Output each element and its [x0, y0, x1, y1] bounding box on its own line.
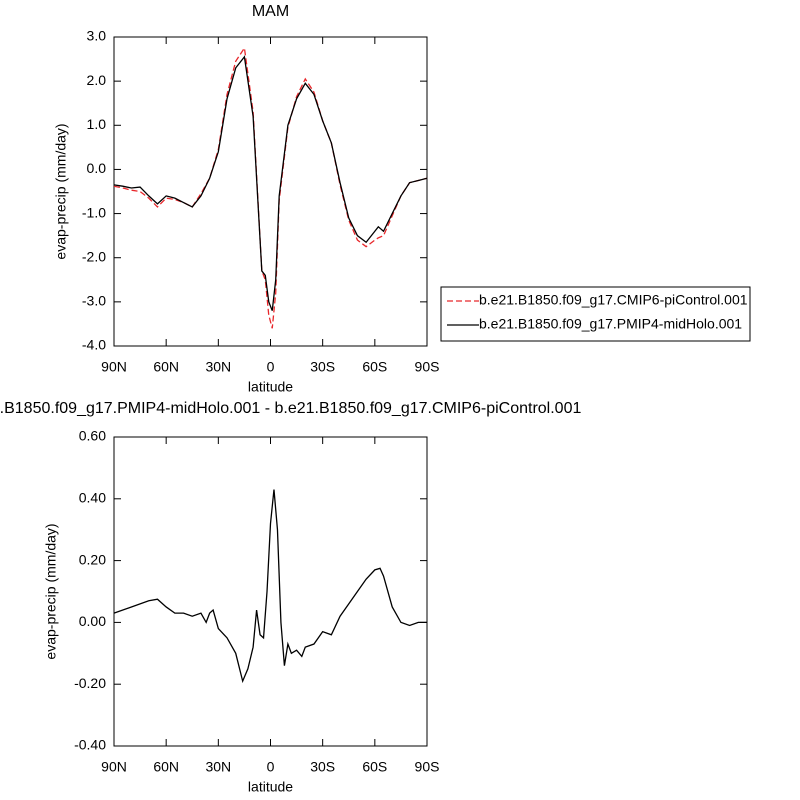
- y-tick-label: 0.40: [79, 490, 106, 506]
- x-tick-label: 30S: [310, 759, 335, 775]
- y-axis-label: evap-precip (mm/day): [53, 123, 69, 259]
- x-axis-label: latitude: [248, 379, 293, 395]
- y-tick-label: -0.40: [74, 737, 106, 753]
- y-tick-label: -4.0: [82, 337, 106, 353]
- y-tick-label: -0.20: [74, 675, 106, 691]
- data-line: [113, 55, 428, 311]
- x-tick-label: 30N: [205, 759, 231, 775]
- x-tick-label: 60S: [362, 359, 387, 375]
- plot-frame: [113, 36, 428, 347]
- x-tick-label: 60N: [153, 359, 179, 375]
- chart-title: MAM: [252, 3, 289, 20]
- y-tick-label: 0.0: [87, 160, 107, 176]
- y-tick-label: -3.0: [82, 293, 106, 309]
- x-tick-label: 60S: [362, 759, 387, 775]
- y-tick-label: 0.60: [79, 428, 106, 444]
- y-tick-label: 1.0: [87, 116, 107, 132]
- plot-frame: [113, 436, 428, 747]
- y-tick-label: 0.00: [79, 613, 106, 629]
- x-tick-label: 90N: [101, 759, 127, 775]
- x-axis-label: latitude: [248, 779, 293, 795]
- x-tick-label: 30S: [310, 359, 335, 375]
- x-tick-label: 90S: [415, 359, 440, 375]
- data-line: [113, 46, 428, 329]
- x-tick-label: 90N: [101, 359, 127, 375]
- x-tick-label: 60N: [153, 759, 179, 775]
- x-tick-label: 0: [267, 759, 275, 775]
- data-line: [113, 489, 427, 684]
- legend-label: b.e21.B1850.f09_g17.PMIP4-midHolo.001: [479, 316, 742, 332]
- y-tick-label: 0.20: [79, 551, 106, 567]
- y-axis-label: evap-precip (mm/day): [43, 523, 59, 659]
- chart-title: b.e21.B1850.f09_g17.PMIP4-midHolo.001 - …: [0, 400, 581, 417]
- x-tick-label: 30N: [205, 359, 231, 375]
- y-tick-label: -1.0: [82, 204, 106, 220]
- x-tick-label: 90S: [415, 759, 440, 775]
- x-tick-label: 0: [267, 359, 275, 375]
- legend-box: [440, 286, 751, 342]
- y-tick-label: 3.0: [87, 28, 107, 44]
- legend-label: b.e21.B1850.f09_g17.CMIP6-piControl.001: [479, 292, 748, 308]
- y-tick-label: 2.0: [87, 72, 107, 88]
- y-tick-label: -2.0: [82, 248, 106, 264]
